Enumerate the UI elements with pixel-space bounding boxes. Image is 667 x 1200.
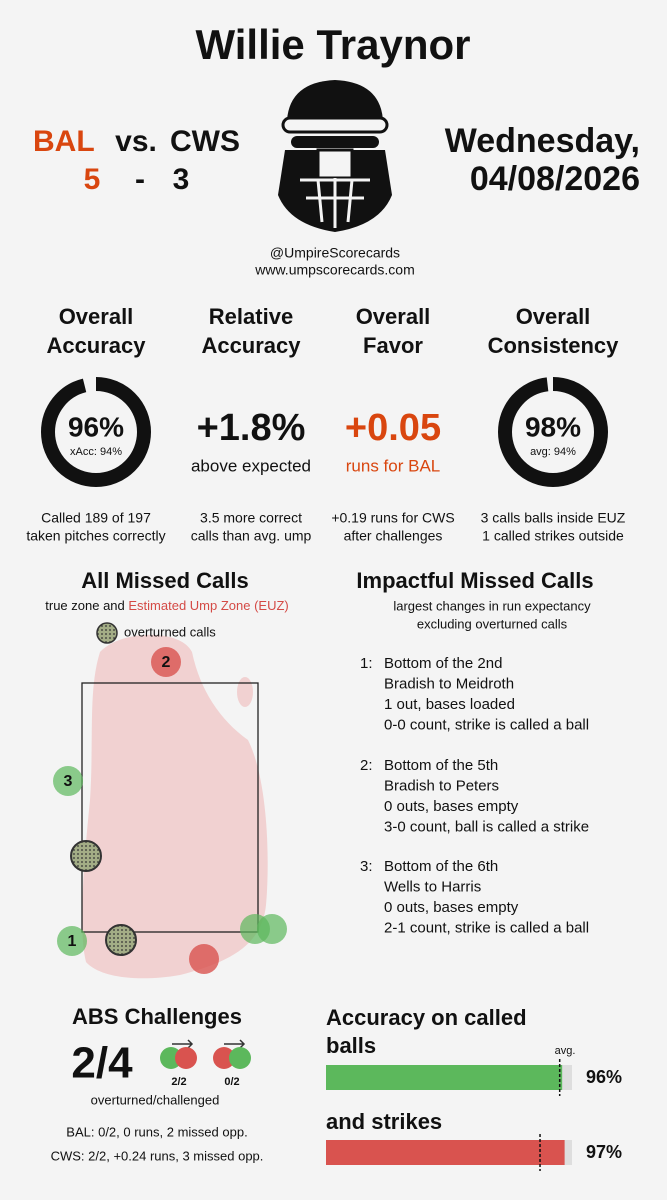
section-title: Accuracy on called — [326, 1005, 527, 1030]
metric-title: Favor — [363, 333, 423, 358]
metric-title: Consistency — [488, 333, 620, 358]
score-dash: - — [135, 163, 145, 196]
away-team: BAL — [33, 125, 95, 158]
gauge-value: 98% — [525, 411, 581, 442]
avg-label: avg. — [555, 1045, 576, 1057]
metric-title: Overall — [59, 304, 134, 329]
metric-sub: runs for BAL — [346, 456, 441, 475]
section-title: All Missed Calls — [81, 568, 249, 593]
metric-title: Accuracy — [201, 333, 301, 358]
metric-value: +0.05 — [345, 407, 441, 449]
missed-call — [57, 926, 87, 956]
metric-title: Accuracy — [46, 333, 146, 358]
metric-title: Overall — [516, 304, 591, 329]
item-line: 0 outs, bases empty — [384, 899, 519, 916]
challenge-icons — [160, 1039, 251, 1069]
challenge-line: CWS: 2/2, +0.24 runs, 3 missed opp. — [51, 1148, 264, 1163]
item-line: Bradish to Peters — [384, 777, 499, 794]
challenge-line: BAL: 0/2, 0 runs, 2 missed opp. — [66, 1124, 247, 1139]
metric-note: 3.5 more correct — [200, 510, 302, 526]
umpire-name: Willie Traynor — [195, 21, 470, 68]
subtitle: largest changes in run expectancy — [393, 598, 591, 613]
metric-note: Called 189 of 197 — [41, 510, 151, 526]
section-title: ABS Challenges — [72, 1004, 242, 1029]
legend-label: overturned calls — [124, 624, 216, 639]
item-line: Wells to Harris — [384, 878, 481, 895]
euz-region — [237, 677, 253, 707]
gauge-arc — [498, 377, 608, 487]
item-line: Bottom of the 2nd — [384, 655, 502, 672]
subtitle-euz: Estimated Ump Zone (EUZ) — [128, 598, 288, 613]
euz-region — [82, 634, 268, 979]
section-title: and strikes — [326, 1109, 442, 1134]
gauge-value: 96% — [68, 411, 124, 442]
weekday: Wednesday, — [445, 122, 640, 160]
challenge-total: 2/4 — [71, 1039, 133, 1088]
metric-note: 3 calls balls inside EUZ — [481, 510, 626, 526]
team-ratio: 2/2 — [171, 1076, 186, 1088]
missed-call — [189, 944, 219, 974]
bar — [326, 1065, 563, 1090]
item-line: Bottom of the 6th — [384, 858, 498, 875]
gauge-arc — [41, 377, 151, 487]
mask-icon — [278, 80, 392, 232]
marker-label: 2 — [162, 654, 171, 671]
strike-zone — [81, 682, 259, 933]
metric-note: after challenges — [344, 528, 443, 544]
website: www.umpscorecards.com — [254, 262, 415, 278]
metric-title: Relative — [209, 304, 293, 329]
metric-note: taken pitches correctly — [26, 528, 165, 544]
handle: @UmpireScorecards — [270, 245, 400, 261]
bar — [326, 1140, 565, 1165]
item-line: Bottom of the 5th — [384, 757, 498, 774]
date: 04/08/2026 — [470, 160, 640, 198]
bar-value: 97% — [586, 1142, 622, 1162]
subtitle: excluding overturned calls — [417, 616, 568, 631]
section-title: Impactful Missed Calls — [356, 568, 593, 593]
metric-note: 1 called strikes outside — [482, 528, 624, 544]
missed-call — [53, 766, 83, 796]
metric-title: Overall — [356, 304, 431, 329]
item-line: 3-0 count, ball is called a strike — [384, 818, 589, 835]
metric-note: +0.19 runs for CWS — [331, 510, 454, 526]
marker-label: 1 — [68, 933, 77, 950]
gauge-sub: avg: 94% — [530, 446, 576, 458]
metric-note: calls than avg. ump — [191, 528, 312, 544]
bar-value: 96% — [586, 1067, 622, 1087]
metric-sub: above expected — [191, 456, 311, 475]
item-rank: 1: — [360, 655, 373, 672]
away-score: 5 — [84, 163, 101, 196]
team-ratio: 0/2 — [224, 1076, 239, 1088]
subtitle: true zone and Estimated Ump Zone (EUZ) — [45, 598, 289, 613]
section-title: balls — [326, 1033, 376, 1058]
item-line: 0 outs, bases empty — [384, 798, 519, 815]
item-rank: 3: — [360, 858, 373, 875]
item-line: 2-1 count, strike is called a ball — [384, 919, 589, 936]
home-score: 3 — [173, 163, 190, 196]
item-rank: 2: — [360, 757, 373, 774]
item-line: Bradish to Meidroth — [384, 675, 514, 692]
gauge-sub: xAcc: 94% — [70, 446, 122, 458]
caption: overturned/challenged — [91, 1092, 220, 1107]
home-team: CWS — [170, 125, 240, 158]
missed-call — [257, 914, 287, 944]
item-line: 1 out, bases loaded — [384, 696, 515, 713]
item-line: 0-0 count, strike is called a ball — [384, 716, 589, 733]
overturned-call — [70, 840, 102, 872]
missed-call — [151, 647, 181, 677]
overturned-legend-icon — [96, 622, 118, 644]
vs: vs. — [115, 125, 157, 158]
marker-label: 3 — [64, 773, 73, 790]
metric-value: +1.8% — [197, 407, 306, 449]
subtitle-text: true zone and — [45, 598, 128, 613]
overturned-call — [105, 924, 137, 956]
